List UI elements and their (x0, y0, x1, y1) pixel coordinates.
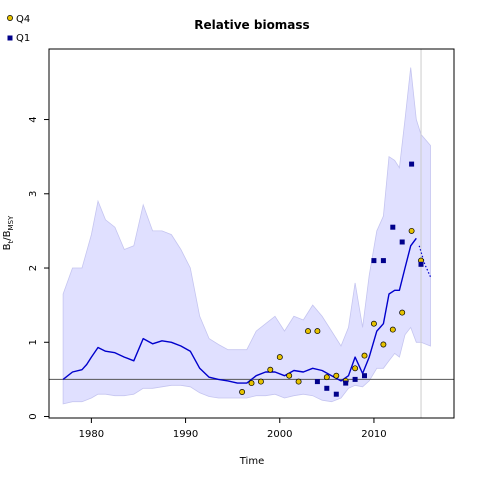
projection-line (418, 245, 432, 278)
q4-point (352, 365, 359, 372)
y-tick-label: 4 (28, 116, 39, 122)
q4-point (380, 341, 387, 348)
q1-point (418, 261, 424, 267)
plot-frame (48, 48, 455, 419)
q4-point (399, 309, 406, 316)
legend-q4-label: Q4 (16, 14, 30, 25)
x-axis-label: Time (239, 456, 264, 467)
legend-q1-label: Q1 (16, 33, 30, 44)
median-line (62, 237, 417, 384)
x-axis: 1980 1990 2000 2010 (79, 418, 387, 440)
q4-point (267, 366, 274, 373)
y-tick-label: 1 (28, 339, 39, 345)
q4-point (389, 326, 396, 333)
x-tick-label: 1980 (79, 429, 104, 440)
q1-point (399, 239, 405, 245)
q1-point (390, 224, 396, 230)
y-tick-label: 0 (28, 413, 39, 419)
q1-point (314, 379, 320, 385)
q4-point (314, 328, 321, 335)
q1-point (324, 385, 330, 391)
q4-point (286, 372, 293, 379)
q4-point (248, 380, 255, 387)
q1-point (343, 380, 349, 386)
legend: Q4 Q1 (7, 14, 30, 44)
q1-point (371, 258, 377, 264)
q4-point (323, 374, 330, 381)
q4-point (361, 352, 368, 359)
q4-point (370, 320, 377, 327)
legend-q4-marker (7, 15, 13, 21)
chart-title: Relative biomass (194, 18, 309, 32)
confidence-band (62, 67, 431, 405)
y-tick-label: 3 (28, 191, 39, 197)
x-tick-label: 2010 (361, 429, 386, 440)
q1-point (362, 373, 367, 379)
q4-point (257, 378, 264, 385)
q1-point (352, 376, 358, 382)
q4-point (333, 372, 340, 379)
q4-point (239, 389, 246, 395)
y-axis: 0 1 2 3 4 (28, 116, 49, 420)
x-tick-label: 2000 (267, 429, 292, 440)
x-tick-label: 1990 (173, 429, 198, 440)
y-tick-label: 2 (28, 265, 39, 271)
plot-area (49, 49, 454, 418)
q4-point (295, 378, 302, 385)
legend-q1-marker (7, 35, 13, 41)
q1-point (380, 258, 386, 264)
q4-point (276, 354, 283, 361)
y-axis-label: Bt/BMSY (2, 215, 15, 250)
q1-point (333, 391, 339, 397)
q4-point (305, 328, 311, 335)
q4-point (408, 227, 415, 234)
q1-point (409, 161, 415, 167)
